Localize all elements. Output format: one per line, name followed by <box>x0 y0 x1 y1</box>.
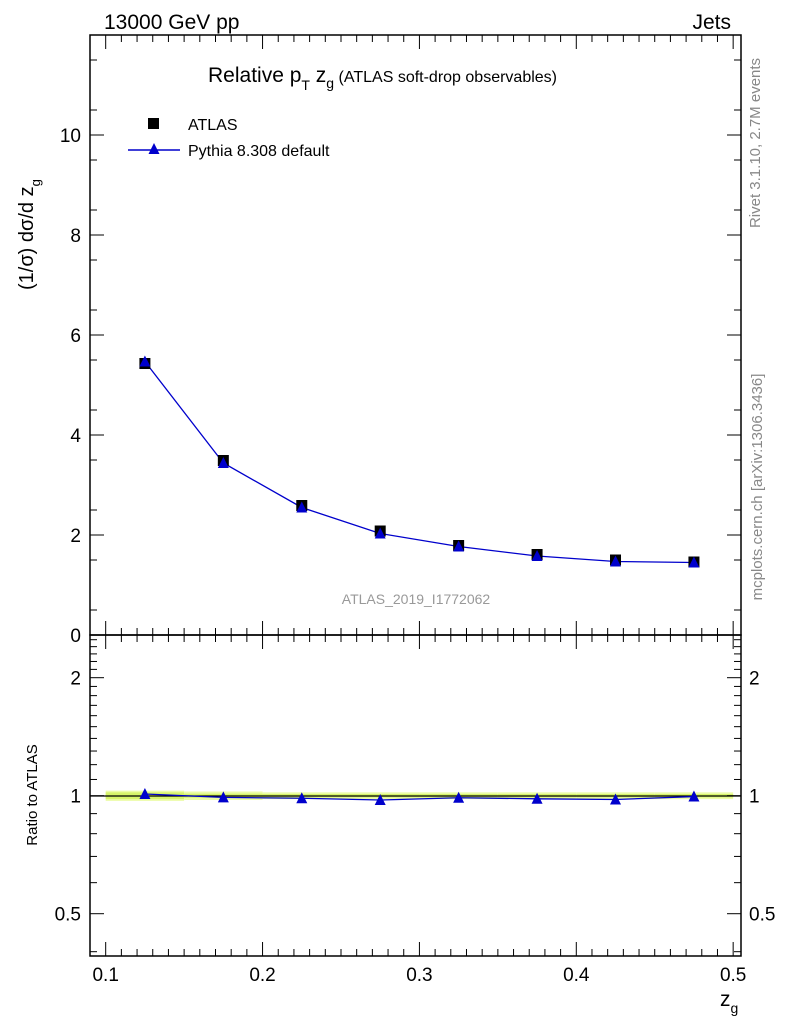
x-tick-label: 0.5 <box>720 965 746 986</box>
ratio-y-tick-label: 0.5 <box>55 905 81 926</box>
main-y-axis-label-sub: g <box>28 179 43 186</box>
main-title: Relative pT zg (ATLAS soft-drop observab… <box>208 64 557 93</box>
legend-atlas-label: ATLAS <box>188 117 238 134</box>
ratio-series <box>139 788 700 806</box>
pythia-point <box>296 501 308 513</box>
mcplots-label: mcplots.cern.ch [arXiv:1306.3436] <box>749 374 766 601</box>
y-tick-label: 4 <box>70 426 81 447</box>
legend-pythia-marker <box>148 143 160 154</box>
ratio-panel: 0.5 0.5 1 1 2 2 0.1 0.2 0.3 0.4 0.5 Ratio to ATLA… <box>24 634 776 1016</box>
ratio-y-tick-label: 1 <box>70 787 81 808</box>
y-tick-label: 10 <box>60 126 81 147</box>
ratio-point <box>296 792 308 804</box>
y-tick-label: 6 <box>70 326 81 347</box>
main-title-sub: T <box>301 77 310 93</box>
legend-pythia-label: Pythia 8.308 default <box>188 143 330 160</box>
pythia-point <box>374 527 386 539</box>
ratio-y-tick-labels: 0.5 0.5 1 1 2 2 <box>55 669 776 926</box>
legend-atlas-marker <box>148 118 159 129</box>
energy-label: 13000 GeV pp <box>104 11 239 34</box>
ratio-point <box>688 790 700 802</box>
ratio-point <box>139 788 151 800</box>
x-tick-labels: 0.1 0.2 0.3 0.4 0.5 <box>92 965 746 986</box>
y-tick-label: 8 <box>70 226 81 247</box>
x-axis-label-sub: g <box>731 1000 739 1016</box>
ratio-axis-ticks <box>90 635 741 956</box>
pythia-point <box>688 556 700 568</box>
main-y-axis-label: (1/σ) dσ/d zg <box>16 179 43 290</box>
ratio-line <box>144 793 694 801</box>
y-tick-label: 2 <box>70 526 81 547</box>
y-tick-label: 0 <box>70 626 81 647</box>
ratio-y-tick-label: 2 <box>70 669 81 690</box>
ratio-point <box>217 791 229 803</box>
x-tick-label: 0.2 <box>249 965 275 986</box>
pythia-line <box>144 361 694 564</box>
ratio-point <box>610 793 622 805</box>
ratio-point <box>374 794 386 806</box>
rivet-label: Rivet 3.1.10, 2.7M events <box>747 58 764 228</box>
ratio-frame <box>89 634 742 957</box>
main-title-part: Relative p <box>208 64 301 87</box>
legend: ATLAS Pythia 8.308 default <box>128 117 330 160</box>
pythia-point <box>531 550 543 561</box>
main-y-axis-label-part: (1/σ) dσ/d z <box>16 186 38 290</box>
pythia-point <box>139 355 151 367</box>
main-title-part: (ATLAS soft-drop observables) <box>334 69 557 86</box>
x-tick-label: 0.3 <box>406 965 432 986</box>
pythia-point <box>610 555 622 567</box>
main-axis-ticks <box>90 35 741 636</box>
x-axis-label: zg <box>720 988 738 1016</box>
ratio-y-tick-label-right: 0.5 <box>749 905 775 926</box>
pythia-point <box>453 540 465 552</box>
x-tick-label: 0.4 <box>563 965 590 986</box>
main-title-sub: g <box>326 75 334 91</box>
process-label: Jets <box>692 11 731 34</box>
ratio-point <box>531 792 543 804</box>
ratio-y-tick-label-right: 1 <box>749 787 760 808</box>
x-tick-label: 0.1 <box>92 965 118 986</box>
main-y-tick-labels: 0 2 4 6 8 10 <box>60 126 82 647</box>
x-axis-label-part: z <box>720 988 731 1011</box>
main-title-part: z <box>310 64 326 87</box>
pythia-point <box>217 457 229 468</box>
ratio-point <box>453 791 465 803</box>
main-series <box>139 355 700 568</box>
ratio-y-axis-label: Ratio to ATLAS <box>24 744 41 845</box>
analysis-label: ATLAS_2019_I1772062 <box>342 591 491 607</box>
ratio-y-tick-label-right: 2 <box>749 669 760 690</box>
